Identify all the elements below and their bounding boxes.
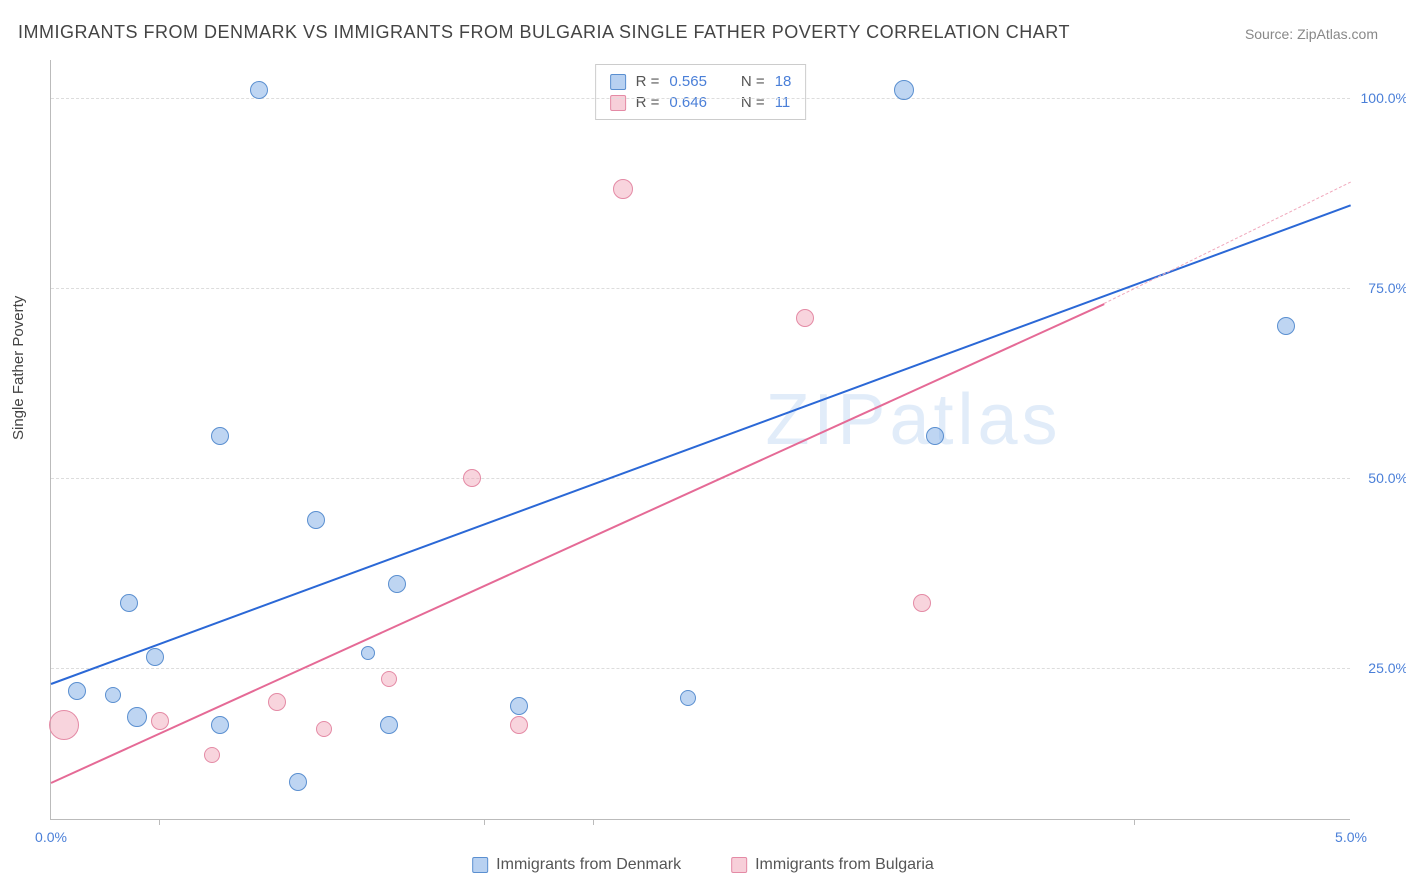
- data-point: [204, 747, 220, 763]
- data-point: [268, 693, 286, 711]
- data-point: [894, 80, 914, 100]
- regression-line: [1104, 182, 1351, 304]
- data-point: [361, 646, 375, 660]
- x-tick-mark: [593, 819, 594, 825]
- x-tick-mark: [1134, 819, 1135, 825]
- r-label: R =: [636, 94, 660, 111]
- y-tick-label: 25.0%: [1368, 660, 1406, 676]
- data-point: [613, 179, 633, 199]
- data-point: [381, 671, 397, 687]
- legend-label: Immigrants from Bulgaria: [755, 856, 934, 874]
- data-point: [211, 427, 229, 445]
- data-point: [926, 427, 944, 445]
- data-point: [510, 697, 528, 715]
- correlation-legend: R = 0.565 N = 18 R = 0.646 N = 11: [595, 64, 807, 120]
- data-point: [68, 682, 86, 700]
- data-point: [388, 575, 406, 593]
- data-point: [127, 707, 147, 727]
- n-value: 11: [775, 94, 791, 111]
- plot-area: ZIPatlas R =0.565N =18R =0.646N =11 25.0…: [50, 60, 1350, 820]
- data-point: [289, 773, 307, 791]
- x-tick-label: 5.0%: [1335, 829, 1367, 845]
- legend-swatch: [731, 857, 747, 873]
- data-point: [463, 469, 481, 487]
- r-value: 0.565: [669, 73, 707, 90]
- gridline-h: [51, 668, 1350, 669]
- y-tick-label: 75.0%: [1368, 280, 1406, 296]
- x-tick-mark: [159, 819, 160, 825]
- y-tick-label: 50.0%: [1368, 470, 1406, 486]
- corr-legend-row: R = 0.646 N = 11: [610, 92, 792, 113]
- data-point: [380, 716, 398, 734]
- data-point: [510, 716, 528, 734]
- data-point: [49, 710, 79, 740]
- data-point: [680, 690, 696, 706]
- source-label: Source: ZipAtlas.com: [1245, 26, 1378, 42]
- x-tick-label: 0.0%: [35, 829, 67, 845]
- y-axis-label: Single Father Poverty: [10, 296, 27, 440]
- data-point: [1277, 317, 1295, 335]
- n-value: 18: [775, 73, 792, 90]
- data-point: [250, 81, 268, 99]
- data-point: [913, 594, 931, 612]
- n-label: N =: [741, 94, 765, 111]
- y-tick-label: 100.0%: [1361, 90, 1406, 106]
- legend-item: Immigrants from Denmark: [472, 856, 681, 874]
- data-point: [146, 648, 164, 666]
- r-value: 0.646: [669, 94, 707, 111]
- legend-swatch: [610, 95, 626, 111]
- data-point: [105, 687, 121, 703]
- r-label: R =: [636, 73, 660, 90]
- data-point: [120, 594, 138, 612]
- gridline-h: [51, 98, 1350, 99]
- legend-item: Immigrants from Bulgaria: [731, 856, 934, 874]
- data-point: [307, 511, 325, 529]
- data-point: [151, 712, 169, 730]
- gridline-h: [51, 478, 1350, 479]
- gridline-h: [51, 288, 1350, 289]
- legend-label: Immigrants from Denmark: [496, 856, 681, 874]
- data-point: [796, 309, 814, 327]
- chart-title: IMMIGRANTS FROM DENMARK VS IMMIGRANTS FR…: [18, 22, 1070, 43]
- legend-swatch: [472, 857, 488, 873]
- legend-swatch: [610, 74, 626, 90]
- data-point: [316, 721, 332, 737]
- x-tick-mark: [484, 819, 485, 825]
- regression-line: [51, 303, 1105, 784]
- series-legend: Immigrants from Denmark Immigrants from B…: [472, 856, 934, 874]
- n-label: N =: [741, 73, 765, 90]
- data-point: [211, 716, 229, 734]
- corr-legend-row: R = 0.565 N = 18: [610, 71, 792, 92]
